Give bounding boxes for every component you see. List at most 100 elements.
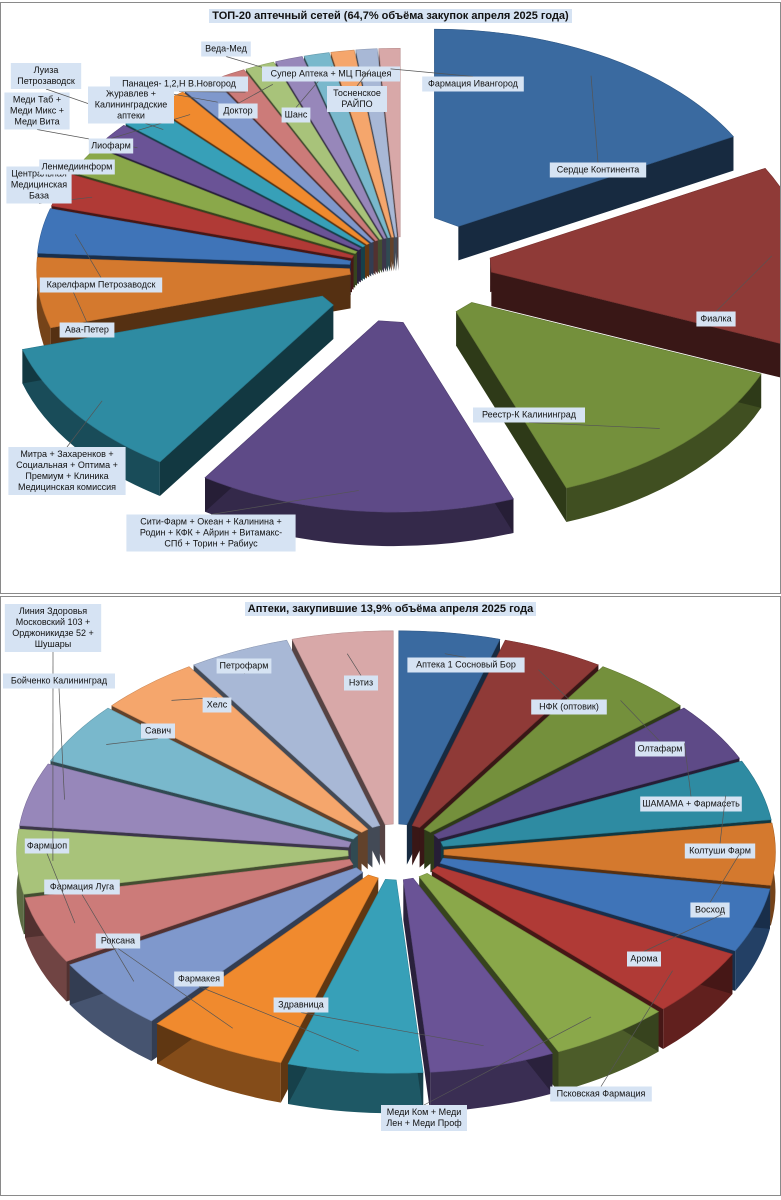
label-box-0	[407, 657, 525, 673]
label-box-3	[126, 514, 296, 552]
slice-face-b-1	[491, 272, 780, 378]
slice-1	[489, 167, 780, 344]
slice-label-12: Журавлев +	[106, 89, 156, 99]
slice-side-5	[36, 257, 51, 362]
slice-label-2: Олтафарм	[638, 744, 683, 754]
chart-title-top: ТОП-20 аптечный сетей (64,7% объёма заку…	[1, 9, 780, 23]
slice-label-5: Ава-Петер	[65, 325, 109, 335]
label-box-13	[24, 838, 70, 854]
pie-sides	[16, 630, 776, 1114]
slice-label-4: Митра + Захаренков +	[20, 449, 113, 459]
label-box-17	[202, 697, 232, 713]
leader-line-19	[346, 653, 362, 676]
slice-face-a-4	[159, 305, 334, 496]
label-box-4	[8, 447, 126, 495]
slice-label-4: Медицинская комиссия	[18, 482, 116, 492]
slice-label-11: Роксана	[101, 936, 135, 946]
slice-4	[440, 760, 772, 847]
slice-2	[423, 666, 681, 833]
label-box-12	[88, 86, 174, 124]
label-box-2	[473, 407, 585, 423]
leader-line-18	[356, 69, 370, 87]
pie-chart-bottom: Аптека 1 Сосновый Бор НФК (оптовик) Олтафа…	[3, 604, 776, 1131]
label-box-19	[344, 675, 378, 691]
leader-line-11	[117, 948, 233, 1029]
slice-18	[193, 639, 381, 828]
label-box-15	[201, 41, 251, 57]
leader-line-8	[423, 1016, 592, 1106]
leader-line-1	[538, 669, 570, 700]
label-box-16	[281, 107, 311, 123]
slice-label-18: Тосненское	[333, 88, 381, 98]
slice-16	[49, 707, 359, 840]
slice-15	[275, 56, 387, 239]
slice-label-19: Нэтиз	[349, 678, 373, 688]
slice-label-7: Псковская Фармация	[557, 1089, 646, 1099]
slice-label-1: НФК (оптовик)	[539, 702, 599, 712]
chart-panel-top: ТОП-20 аптечный сетей (64,7% объёма заку…	[0, 2, 781, 594]
leader-line-5	[709, 853, 740, 903]
label-box-9	[273, 997, 329, 1013]
slice-label-15: Веда-Мед	[205, 44, 247, 54]
label-box-7	[550, 1086, 652, 1102]
slice-14	[245, 61, 383, 240]
slice-label-7: Медицинская	[11, 180, 67, 190]
leader-line-2	[528, 422, 660, 429]
slice-label-17: Хелс	[207, 700, 228, 710]
chart-title-top-text: ТОП-20 аптечный сетей (64,7% объёма заку…	[209, 9, 572, 23]
leader-line-4	[719, 795, 726, 844]
slice-8	[418, 873, 660, 1053]
chart-panel-bottom: Аптеки, закупившие 13,9% объёма апреля 2…	[0, 596, 781, 1196]
label-box-13	[110, 76, 248, 92]
slice-label-9: Меди Микс +	[10, 106, 64, 116]
leader-line-3	[684, 743, 692, 797]
label-box-12	[44, 879, 120, 895]
slice-6	[439, 857, 771, 952]
leader-line-3	[210, 490, 359, 515]
label-box-10	[10, 63, 82, 89]
slice-label-6: Карелфарм Петрозаводск	[47, 280, 156, 290]
pie-labels: Аптека 1 Сосновый Бор НФК (оптовик) Олтафа…	[3, 604, 756, 1131]
slice-label-3: ШАМАМА + Фармасеть	[642, 799, 740, 809]
slice-label-4: Колтуши Фарм	[689, 846, 751, 856]
slice-label-12: Фармация Луга	[50, 882, 114, 892]
leader-line-12	[81, 894, 135, 982]
leader-line-11	[110, 114, 191, 139]
slice-label-12: Калининградские	[95, 100, 168, 110]
slice-label-14: Доктор	[223, 106, 252, 116]
slice-label-11: Лиофарм	[91, 141, 131, 151]
slice-label-10: Петрозаводск	[17, 76, 75, 86]
label-box-14	[4, 604, 102, 652]
slice-5	[443, 822, 776, 886]
leader-line-6	[75, 233, 102, 278]
leader-line-19	[390, 68, 474, 77]
slice-label-7: Центральная	[11, 169, 67, 179]
slice-label-3: Родин + КФК + Айрин + Витамакс-	[140, 528, 282, 538]
slice-label-8: Меди Ком + Меди	[387, 1107, 462, 1117]
label-box-14	[218, 103, 258, 119]
label-box-9	[4, 92, 70, 130]
leader-line-10	[198, 986, 359, 1052]
slice-label-9: Меди Таб +	[13, 95, 61, 105]
slice-face-b-9	[403, 879, 431, 1113]
slice-label-18: РАЙПО	[341, 98, 372, 109]
slice-label-14: Линия Здоровья	[19, 606, 87, 616]
slice-3	[204, 320, 514, 513]
slice-label-8: Лен + Меди Проф	[386, 1118, 462, 1128]
slice-label-5: Восход	[695, 905, 726, 915]
label-box-18	[327, 86, 387, 112]
slice-14	[16, 828, 349, 895]
label-box-1	[531, 699, 607, 715]
slice-label-12: аптеки	[117, 111, 145, 121]
slice-6	[37, 208, 352, 265]
slice-12	[69, 867, 364, 1022]
slice-label-14: Московский 103 +	[16, 617, 91, 627]
leader-line-16	[106, 738, 159, 745]
leader-line-2	[620, 700, 661, 742]
slice-label-16: Шанс	[285, 110, 308, 120]
slice-label-1: Фиалка	[700, 314, 731, 324]
slice-3	[433, 707, 740, 840]
slice-11	[156, 874, 379, 1064]
slice-2	[455, 302, 762, 489]
label-box-19	[422, 76, 524, 92]
